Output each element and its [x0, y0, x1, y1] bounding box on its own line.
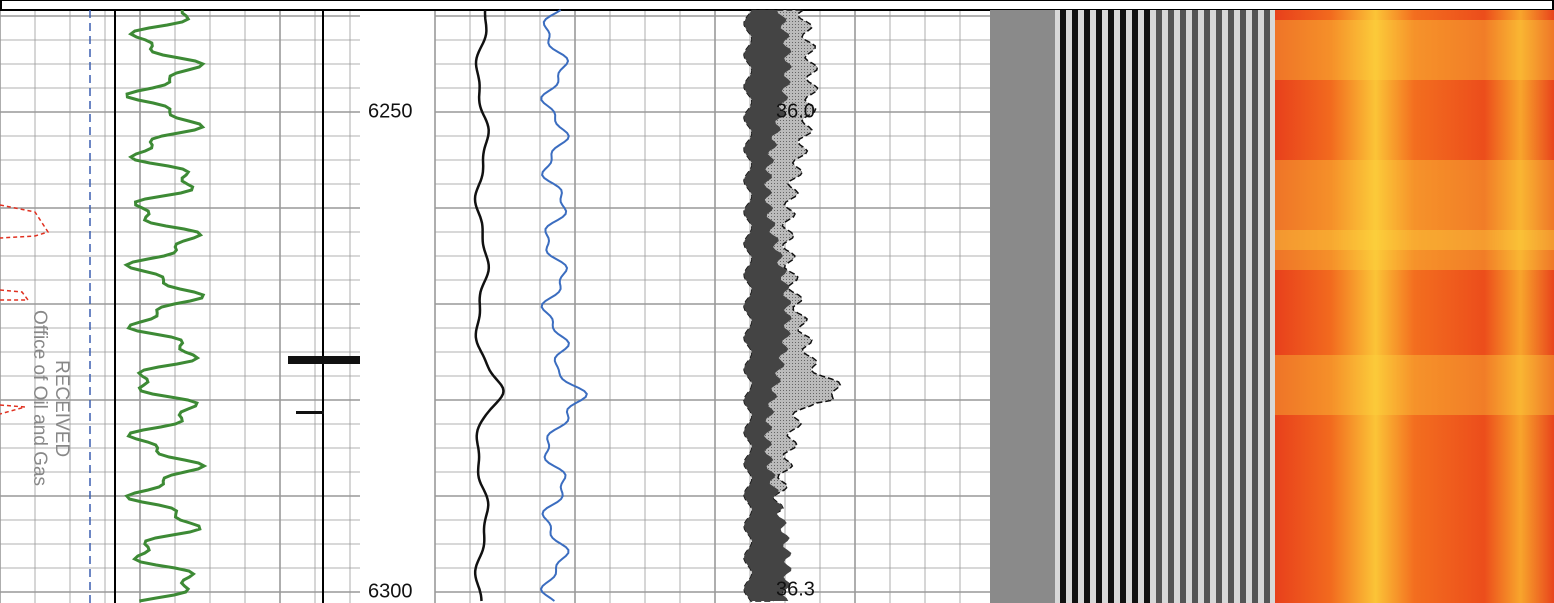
annotation: 36.3	[776, 578, 815, 600]
stripe	[1228, 10, 1234, 603]
blue-curve	[539, 9, 588, 602]
stripe	[1192, 10, 1198, 603]
gamma-curve	[123, 9, 208, 603]
stamp-line: Office of Oil and Gas	[29, 310, 50, 486]
black-curve	[473, 9, 505, 602]
image-track	[1055, 10, 1275, 603]
stripe	[1144, 10, 1150, 603]
image-stripes	[1060, 10, 1270, 603]
stripe	[1240, 10, 1246, 603]
heat-band	[1275, 355, 1554, 415]
grid-track-1	[0, 10, 360, 603]
log-curves	[0, 9, 842, 603]
heat-band	[1275, 230, 1554, 270]
depth-label: 6300	[368, 580, 413, 602]
stripe	[1168, 10, 1174, 603]
stripe	[1264, 10, 1270, 603]
marker	[288, 356, 360, 364]
stripe	[1132, 10, 1138, 603]
stripe	[1108, 10, 1114, 603]
stripe	[1096, 10, 1102, 603]
grid-track-2	[434, 10, 990, 603]
stamp: RECEIVED Office of Oil and Gas	[29, 310, 72, 486]
red-curve	[0, 204, 50, 415]
stripe	[1084, 10, 1090, 603]
depth-label: 6250	[368, 100, 413, 122]
shaded-dark	[744, 10, 792, 601]
heatmap-bands	[1275, 20, 1554, 415]
heat-band	[1275, 20, 1554, 80]
stripe	[1204, 10, 1210, 603]
heat-band	[1275, 160, 1554, 250]
image-gray-band	[990, 10, 1055, 603]
stripe	[1180, 10, 1186, 603]
stripe	[1120, 10, 1126, 603]
stripe	[1252, 10, 1258, 603]
stamp-line: RECEIVED	[51, 360, 72, 457]
annotation: 36.0	[776, 100, 815, 122]
stripe	[1072, 10, 1078, 603]
marker	[296, 411, 324, 414]
header-box	[0, 0, 1554, 11]
stripe	[1156, 10, 1162, 603]
heatmap-track	[1275, 10, 1554, 603]
stripe	[1216, 10, 1222, 603]
stripe	[1060, 10, 1066, 603]
